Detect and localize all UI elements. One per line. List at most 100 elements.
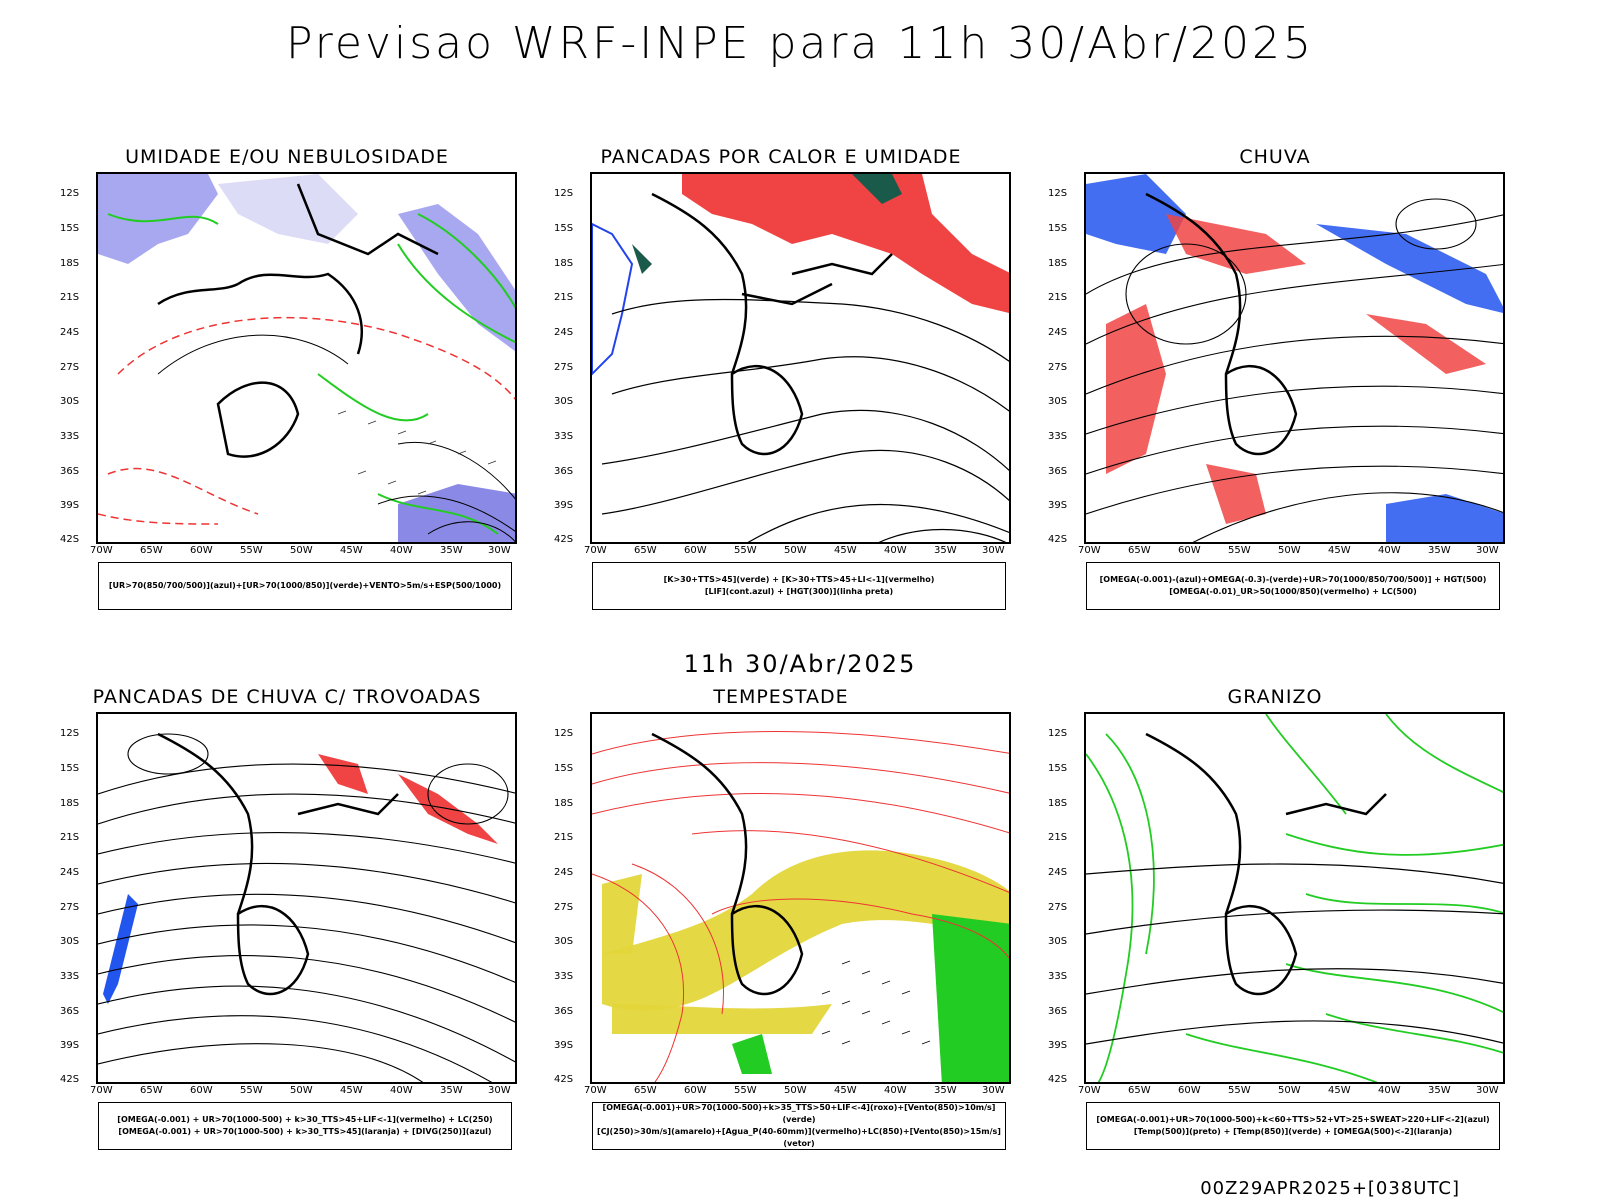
lat-label: 18S bbox=[60, 798, 80, 809]
lon-label: 70W bbox=[584, 1085, 607, 1096]
lon-label: 70W bbox=[1078, 1085, 1101, 1096]
panel-granizo: GRANIZO bbox=[1040, 686, 1510, 1150]
map-graphic bbox=[1086, 714, 1503, 1082]
legend-line: [Temp(500)](preto) + [Temp(850)](verde) … bbox=[1133, 1127, 1453, 1136]
panel-umidade: UMIDADE E/OU NEBULOSIDADE bbox=[52, 146, 522, 610]
lat-label: 33S bbox=[1048, 971, 1068, 982]
lat-label: 24S bbox=[1048, 327, 1068, 338]
lon-label: 30W bbox=[982, 1085, 1005, 1096]
lon-label: 45W bbox=[340, 1085, 363, 1096]
lat-label: 30S bbox=[554, 936, 574, 947]
lat-label: 27S bbox=[60, 362, 80, 373]
lon-label: 55W bbox=[240, 545, 263, 556]
lon-label: 55W bbox=[240, 1085, 263, 1096]
lat-label: 27S bbox=[60, 902, 80, 913]
lon-label: 65W bbox=[634, 545, 657, 556]
lon-label: 55W bbox=[1228, 1085, 1251, 1096]
lon-label: 50W bbox=[290, 1085, 313, 1096]
map-area: 12S 15S 18S 21S 24S 27S 30S 33S 36S 39S … bbox=[1040, 712, 1510, 1112]
lat-label: 30S bbox=[554, 396, 574, 407]
lat-label: 15S bbox=[1048, 223, 1068, 234]
lat-label: 24S bbox=[60, 327, 80, 338]
legend-box: [OMEGA(-0.001)+UR>70(1000-500)+k>35_TTS>… bbox=[592, 1102, 1006, 1150]
lat-label: 18S bbox=[60, 258, 80, 269]
lon-label: 30W bbox=[982, 545, 1005, 556]
map-area: 12S 15S 18S 21S 24S 27S 30S 33S 36S 39S … bbox=[546, 712, 1016, 1112]
map-area: 12S 15S 18S 21S 24S 27S 30S 33S 36S 39S … bbox=[52, 712, 522, 1112]
lat-label: 27S bbox=[554, 902, 574, 913]
lat-label: 21S bbox=[1048, 292, 1068, 303]
lon-label: 60W bbox=[1178, 545, 1201, 556]
lat-label: 33S bbox=[554, 431, 574, 442]
map-frame bbox=[590, 712, 1011, 1084]
panel-title: UMIDADE E/OU NEBULOSIDADE bbox=[125, 146, 449, 168]
map-frame bbox=[1084, 712, 1505, 1084]
lat-label: 33S bbox=[60, 431, 80, 442]
lon-label: 35W bbox=[1428, 545, 1451, 556]
lon-label: 70W bbox=[584, 545, 607, 556]
map-graphic bbox=[592, 174, 1009, 542]
legend-line: [OMEGA(-0.01)_UR>50(1000/850)(vermelho) … bbox=[1169, 587, 1417, 596]
map-frame bbox=[590, 172, 1011, 544]
panel-title: TEMPESTADE bbox=[713, 686, 849, 708]
lon-label: 35W bbox=[1428, 1085, 1451, 1096]
lat-label: 39S bbox=[554, 1040, 574, 1051]
lat-label: 42S bbox=[554, 534, 574, 545]
lon-label: 30W bbox=[1476, 1085, 1499, 1096]
lat-label: 15S bbox=[60, 763, 80, 774]
lat-label: 27S bbox=[1048, 362, 1068, 373]
map-graphic bbox=[592, 731, 1009, 1082]
lon-label: 65W bbox=[140, 545, 163, 556]
lon-label: 55W bbox=[1228, 545, 1251, 556]
lat-label: 36S bbox=[60, 1006, 80, 1017]
legend-line: [OMEGA(-0.001) + UR>70(1000-500) + k>30_… bbox=[117, 1115, 493, 1124]
lon-label: 40W bbox=[1378, 545, 1401, 556]
lon-label: 35W bbox=[440, 545, 463, 556]
lon-label: 35W bbox=[934, 1085, 957, 1096]
lat-label: 36S bbox=[1048, 1006, 1068, 1017]
legend-line: [LIF](cont.azul) + [HGT(300)](linha pret… bbox=[704, 587, 894, 596]
lat-label: 24S bbox=[554, 327, 574, 338]
map-frame bbox=[96, 712, 517, 1084]
lat-label: 24S bbox=[554, 867, 574, 878]
lat-label: 12S bbox=[554, 728, 574, 739]
legend-line: [UR>70(850/700/500)](azul)+[UR>70(1000/8… bbox=[108, 581, 502, 590]
lon-label: 60W bbox=[190, 1085, 213, 1096]
lat-label: 42S bbox=[1048, 1074, 1068, 1085]
lon-label: 35W bbox=[440, 1085, 463, 1096]
legend-box: [K>30+TTS>45](verde) + [K>30+TTS>45+LI<-… bbox=[592, 562, 1006, 610]
lat-label: 18S bbox=[1048, 258, 1068, 269]
lat-label: 21S bbox=[554, 292, 574, 303]
lat-label: 21S bbox=[1048, 832, 1068, 843]
legend-line: [OMEGA(-0.001)+UR>70(1000-500)+k>35_TTS>… bbox=[602, 1103, 996, 1124]
lon-label: 45W bbox=[1328, 545, 1351, 556]
lon-label: 50W bbox=[784, 545, 807, 556]
lat-label: 24S bbox=[60, 867, 80, 878]
panel-title: PANCADAS DE CHUVA C/ TROVOADAS bbox=[92, 686, 482, 708]
lon-label: 45W bbox=[834, 545, 857, 556]
lat-label: 15S bbox=[60, 223, 80, 234]
lat-label: 39S bbox=[60, 500, 80, 511]
lat-label: 42S bbox=[60, 1074, 80, 1085]
lat-label: 21S bbox=[60, 292, 80, 303]
lon-label: 50W bbox=[1278, 545, 1301, 556]
lon-label: 40W bbox=[884, 545, 907, 556]
lon-label: 70W bbox=[1078, 545, 1101, 556]
lat-label: 12S bbox=[1048, 188, 1068, 199]
footer-run-info: 00Z29APR2025+[038UTC] bbox=[1200, 1178, 1460, 1199]
lat-label: 21S bbox=[60, 832, 80, 843]
lat-label: 36S bbox=[60, 466, 80, 477]
map-area: 12S 15S 18S 21S 24S 27S 30S 33S 36S 39S … bbox=[546, 172, 1016, 572]
lat-label: 36S bbox=[554, 1006, 574, 1017]
lon-label: 60W bbox=[684, 545, 707, 556]
lon-label: 60W bbox=[190, 545, 213, 556]
lon-label: 40W bbox=[1378, 1085, 1401, 1096]
panel-title: PANCADAS POR CALOR E UMIDADE bbox=[600, 146, 962, 168]
lat-label: 42S bbox=[1048, 534, 1068, 545]
lat-label: 30S bbox=[60, 396, 80, 407]
lat-label: 15S bbox=[554, 223, 574, 234]
lon-label: 40W bbox=[390, 1085, 413, 1096]
lon-label: 60W bbox=[1178, 1085, 1201, 1096]
subtitle: 11h 30/Abr/2025 bbox=[683, 650, 917, 678]
legend-box: [OMEGA(-0.001) + UR>70(1000-500) + k>30_… bbox=[98, 1102, 512, 1150]
